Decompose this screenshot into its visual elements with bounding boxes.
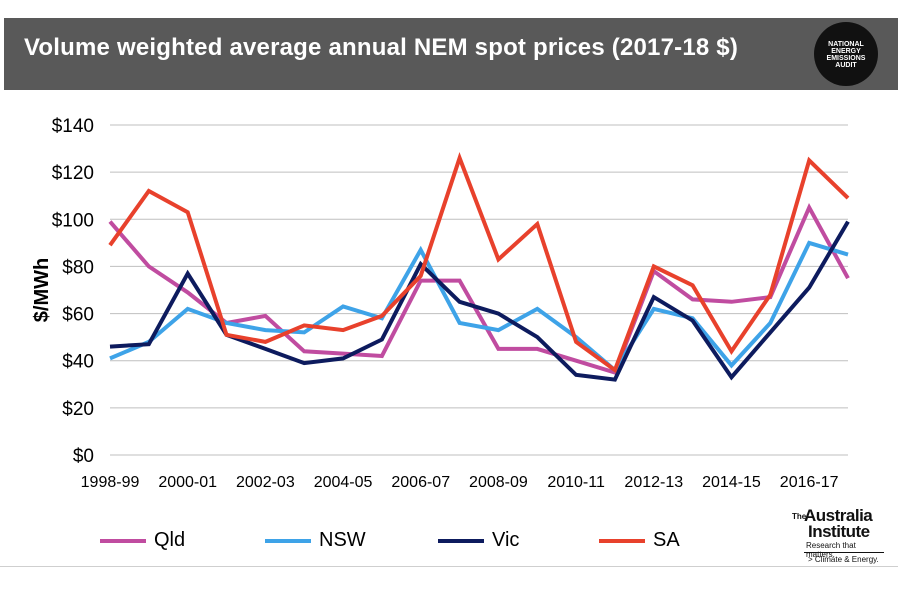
legend-label-sa: SA xyxy=(653,529,680,551)
x-tick-label: 2008-09 xyxy=(469,474,528,491)
y-tick-label: $40 xyxy=(62,352,94,373)
y-tick-label: $0 xyxy=(73,446,94,467)
national-energy-emissions-audit-badge: NATIONAL ENERGY EMISSIONS AUDIT xyxy=(814,22,878,86)
logo-name-line2: Institute xyxy=(808,522,870,541)
logo-name-line1: Australia xyxy=(804,506,873,525)
badge-line-1: NATIONAL xyxy=(828,41,864,48)
x-tick-label: 2006-07 xyxy=(391,474,450,491)
legend-label-qld: Qld xyxy=(154,529,186,551)
logo-the: The xyxy=(792,512,807,521)
bottom-divider xyxy=(0,566,898,567)
y-axis-label: $/MWh xyxy=(31,258,53,322)
badge-line-3: EMISSIONS xyxy=(826,55,866,62)
chart-header-bar: Volume weighted average annual NEM spot … xyxy=(4,18,898,90)
logo-divider xyxy=(804,552,884,553)
logo-tagline: Research that matters. xyxy=(806,541,856,559)
y-tick-label: $80 xyxy=(62,257,94,278)
chart-title: Volume weighted average annual NEM spot … xyxy=(24,34,739,61)
legend-swatch-qld xyxy=(100,539,146,543)
legend-swatch-sa xyxy=(599,539,645,543)
series-line-sa xyxy=(108,152,850,374)
x-tick-label: 2000-01 xyxy=(158,474,217,491)
y-tick-label: $140 xyxy=(52,116,94,137)
y-tick-label: $20 xyxy=(62,399,94,420)
y-tick-label: $100 xyxy=(52,210,94,231)
x-tick-label: 2014-15 xyxy=(702,474,761,491)
x-tick-label: 2016-17 xyxy=(780,474,839,491)
badge-line-2: ENERGY xyxy=(831,48,861,55)
y-tick-label: $120 xyxy=(52,163,94,184)
logo-subtext: > Climate & Energy. xyxy=(808,555,879,564)
badge-line-4: AUDIT xyxy=(835,62,857,69)
x-tick-label: 2002-03 xyxy=(236,474,295,491)
legend-label-vic: Vic xyxy=(492,529,520,551)
australia-institute-logo: The Australia Institute Research that ma… xyxy=(786,506,886,566)
legend-swatch-vic xyxy=(438,539,484,543)
series-line-nsw xyxy=(109,240,849,374)
y-tick-label: $60 xyxy=(62,305,94,326)
series-line-qld xyxy=(108,202,850,375)
x-tick-label: 2010-11 xyxy=(547,474,605,491)
x-tick-label: 2012-13 xyxy=(624,474,683,491)
x-tick-label: 1998-99 xyxy=(81,474,140,491)
x-tick-label: 2004-05 xyxy=(314,474,373,491)
legend-swatch-nsw xyxy=(265,539,311,543)
legend-label-nsw: NSW xyxy=(319,529,366,551)
